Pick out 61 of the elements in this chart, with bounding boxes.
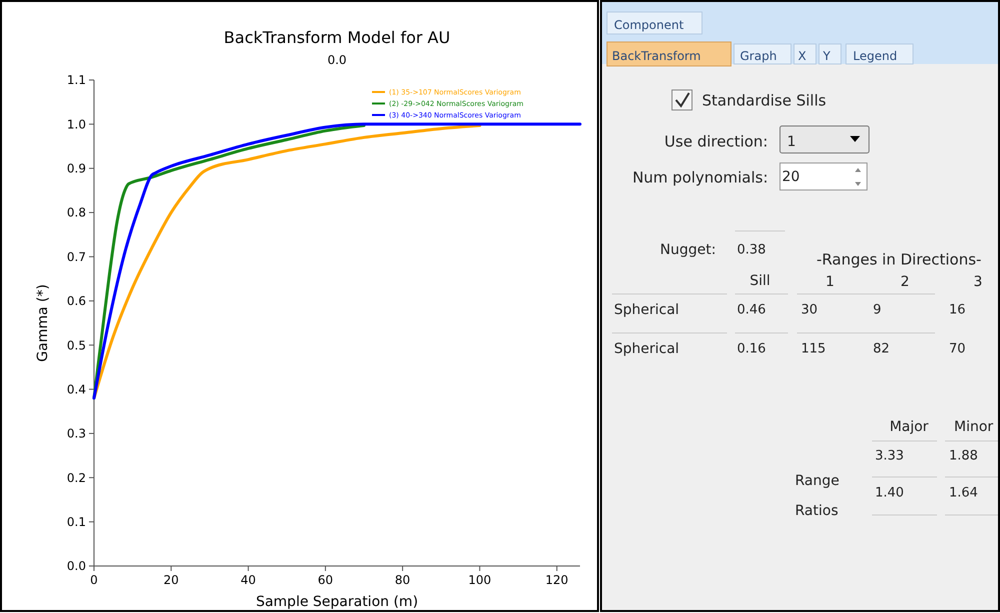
text: 3 [974,274,982,290]
text: 0.38 [737,242,766,258]
x-tick-label: 20 [164,573,179,587]
text: Major [890,418,929,435]
y-tick-label: 0.7 [66,250,86,264]
y-tick-label: 0.0 [66,559,86,574]
y-tick-label: 1.1 [66,73,86,88]
text: Component [614,18,684,32]
y-tick-label: 0.2 [66,470,86,485]
line-series [92,122,582,400]
text: BackTransform [612,49,701,64]
y-tick-label: 0.1 [66,515,86,530]
text: 82 [873,342,890,357]
y-tick-label: 0.3 [66,426,86,441]
x-tick-label: 120 [545,573,568,587]
text: Nugget: [660,242,716,258]
text: 1.88 [949,448,978,464]
text: Y [822,49,831,64]
text: 1.40 [875,486,904,501]
text: -Ranges in Directions- [816,250,982,268]
text: 0.46 [737,302,766,318]
text: Spherical [614,302,680,318]
text: 1.64 [949,486,978,501]
y-tick-label: 0.9 [66,162,86,176]
text: 30 [801,302,818,318]
x-axis-title: Sample Separation (m) [256,594,418,610]
text: Standardise Sills [702,91,826,110]
x-tick-label: 100 [468,573,492,587]
text: 0.16 [737,342,766,357]
text: Sill [750,272,770,289]
text: 3.33 [875,448,904,464]
text: X [798,49,806,64]
text: Num polynomials: [632,168,768,186]
y-tick-label: 1.0 [66,117,86,132]
x-tick-label: 60 [318,573,334,587]
text: 1 [826,274,834,290]
text: Legend [853,49,898,64]
y-tick-label: 0.4 [66,382,86,396]
x-tick-label: 40 [240,573,256,587]
text: 115 [801,342,826,357]
line-series [92,124,482,400]
x-tick-label: 0 [90,573,98,587]
text: 16 [949,302,966,318]
x-tick-label: 80 [394,573,410,587]
text: 1 [787,134,796,150]
text: Use direction: [664,132,768,150]
text: Range [795,472,840,489]
chart-title: BackTransform Model for AU [224,28,450,47]
y-tick-label: 0.5 [66,338,86,352]
chart-subtitle: 0.0 [327,53,347,67]
y-tick-label: 0.8 [66,206,86,220]
text: Ratios [795,502,838,519]
text: Minor [954,418,994,435]
text: Graph [740,49,777,64]
text: 9 [873,302,882,318]
text: 20 [782,168,800,185]
text: Spherical [614,340,680,357]
text: 2 [900,274,910,290]
y-tick-label: 0.6 [66,294,86,308]
text: 70 [949,342,966,357]
y-axis-title: Gamma (*) [35,284,51,362]
